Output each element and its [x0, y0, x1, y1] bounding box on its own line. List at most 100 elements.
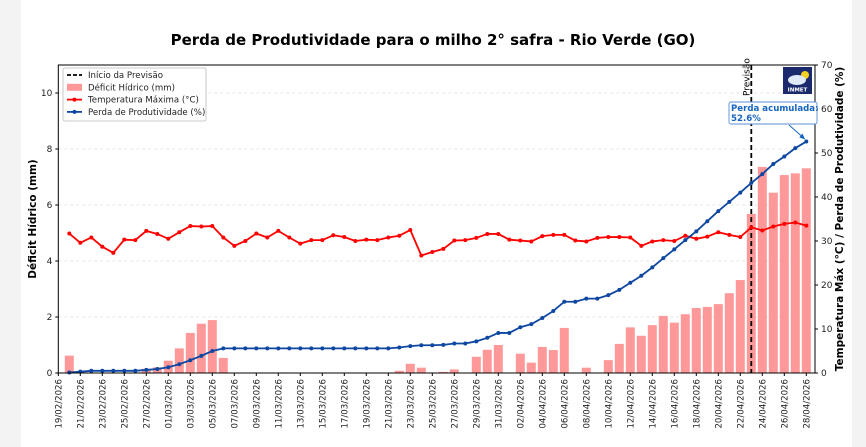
x-tick-label: 21/03/2026	[384, 379, 394, 429]
temperature-point	[551, 232, 556, 237]
loss-annotation: Perda acumulada:52.6%	[728, 101, 819, 140]
productivity-loss-point	[628, 280, 633, 285]
productivity-loss-point	[584, 296, 589, 301]
productivity-loss-point	[188, 358, 193, 363]
productivity-loss-point	[760, 172, 765, 177]
temperature-point	[441, 246, 446, 251]
deficit-bar	[493, 345, 503, 373]
temperature-point	[309, 238, 314, 243]
productivity-loss-point	[694, 229, 699, 234]
productivity-loss-point	[441, 342, 446, 347]
marker-icon	[72, 97, 77, 102]
temperature-point	[430, 250, 435, 254]
x-tick-label: 11/03/2026	[274, 379, 284, 429]
deficit-bar	[537, 346, 547, 373]
chart-title: Perda de Produtividade para o milho 2° s…	[171, 31, 696, 49]
plot-frame	[57, 64, 816, 374]
temperature-point	[243, 239, 248, 243]
productivity-loss-point	[496, 330, 501, 335]
x-tick-label: 14/04/2026	[648, 379, 658, 429]
temperature-point	[287, 235, 292, 240]
temperature-point	[265, 235, 270, 240]
productivity-loss-point	[672, 247, 677, 252]
deficit-bar	[669, 322, 679, 373]
x-tick-label: 12/04/2026	[626, 379, 636, 429]
productivity-loss-point	[122, 368, 127, 373]
productivity-loss-point	[243, 346, 248, 351]
y-left-tick-label: 0	[47, 369, 53, 379]
temperature-point	[298, 241, 303, 246]
productivity-loss-point	[518, 325, 523, 330]
productivity-loss-point	[562, 299, 567, 304]
productivity-loss-point	[342, 346, 347, 351]
temperature-point	[342, 235, 347, 240]
y-left-tick-label: 2	[47, 313, 53, 323]
temperature-point	[166, 236, 171, 241]
x-tick-label: 31/03/2026	[494, 379, 504, 429]
x-tick-label: 22/04/2026	[736, 379, 746, 429]
legend-box	[62, 67, 207, 122]
temperature-point	[100, 244, 105, 249]
x-tick-label: 09/03/2026	[252, 379, 262, 429]
temperature-point	[683, 233, 688, 238]
productivity-loss-point	[353, 346, 358, 351]
temperature-point	[529, 239, 534, 244]
temperature-point	[595, 235, 600, 240]
productivity-loss-point	[199, 353, 204, 358]
x-tick-label: 19/02/2026	[54, 379, 64, 429]
x-tick-label: 25/02/2026	[120, 379, 130, 429]
productivity-loss-point	[298, 346, 303, 351]
temperature-point	[694, 236, 699, 241]
legend-deficit: Déficit Hídrico (mm)	[88, 82, 175, 93]
deficit-bar	[724, 293, 734, 373]
deficit-bar	[735, 280, 745, 373]
deficit-bar	[691, 308, 701, 373]
x-tick-label: 23/02/2026	[98, 379, 108, 429]
x-tick-label: 04/04/2026	[538, 379, 548, 429]
deficit-bar	[515, 353, 525, 373]
temperature-point	[144, 228, 149, 233]
y-left-tick-label: 4	[47, 257, 53, 267]
productivity-loss-point	[320, 346, 325, 351]
productivity-loss-point	[309, 346, 314, 351]
y-right-tick-label: 60	[821, 105, 833, 115]
productivity-loss-point	[529, 322, 534, 327]
productivity-loss-point	[705, 219, 710, 224]
temperature-point	[804, 223, 809, 228]
productivity-loss-point	[408, 344, 413, 349]
temperature-point	[254, 231, 259, 236]
temperature-point	[353, 239, 358, 243]
deficit-bar	[768, 192, 778, 373]
temperature-point	[661, 238, 666, 243]
temperature-point	[650, 239, 655, 244]
x-tick-label: 28/04/2026	[802, 379, 812, 429]
deficit-bar	[526, 362, 536, 373]
legend-productivity-loss: Perda de Produtividade (%)	[88, 108, 205, 118]
productivity-loss-point	[265, 346, 270, 351]
y-left-axis-label: Déficit Hídrico (mm)	[27, 159, 39, 278]
productivity-loss-point	[287, 346, 292, 351]
productivity-loss-point	[595, 296, 600, 301]
temperature-point	[210, 224, 215, 229]
productivity-loss-point	[386, 346, 391, 351]
annotation-box	[728, 101, 818, 125]
x-tick-label: 13/03/2026	[296, 379, 306, 429]
temperature-point	[507, 237, 512, 242]
productivity-loss-point	[738, 190, 743, 195]
temperature-point	[573, 238, 578, 243]
productivity-loss-point	[111, 368, 116, 373]
figure: Perda de Produtividade para o milho 2° s…	[21, 0, 852, 447]
x-tick-label: 27/02/2026	[142, 379, 152, 429]
y-left-tick-label: 10	[41, 89, 53, 99]
temperature-point	[67, 231, 72, 236]
deficit-bar	[779, 175, 789, 373]
temperature-point	[188, 224, 193, 229]
y-right-tick-label: 70	[821, 61, 833, 71]
productivity-loss-point	[89, 368, 94, 373]
arrow-head-icon	[799, 133, 806, 140]
productivity-loss-point	[144, 367, 149, 372]
temperature-point	[540, 234, 545, 239]
x-tick-label: 18/04/2026	[692, 379, 702, 429]
temperature-point	[760, 228, 765, 233]
productivity-loss-point	[133, 368, 138, 373]
